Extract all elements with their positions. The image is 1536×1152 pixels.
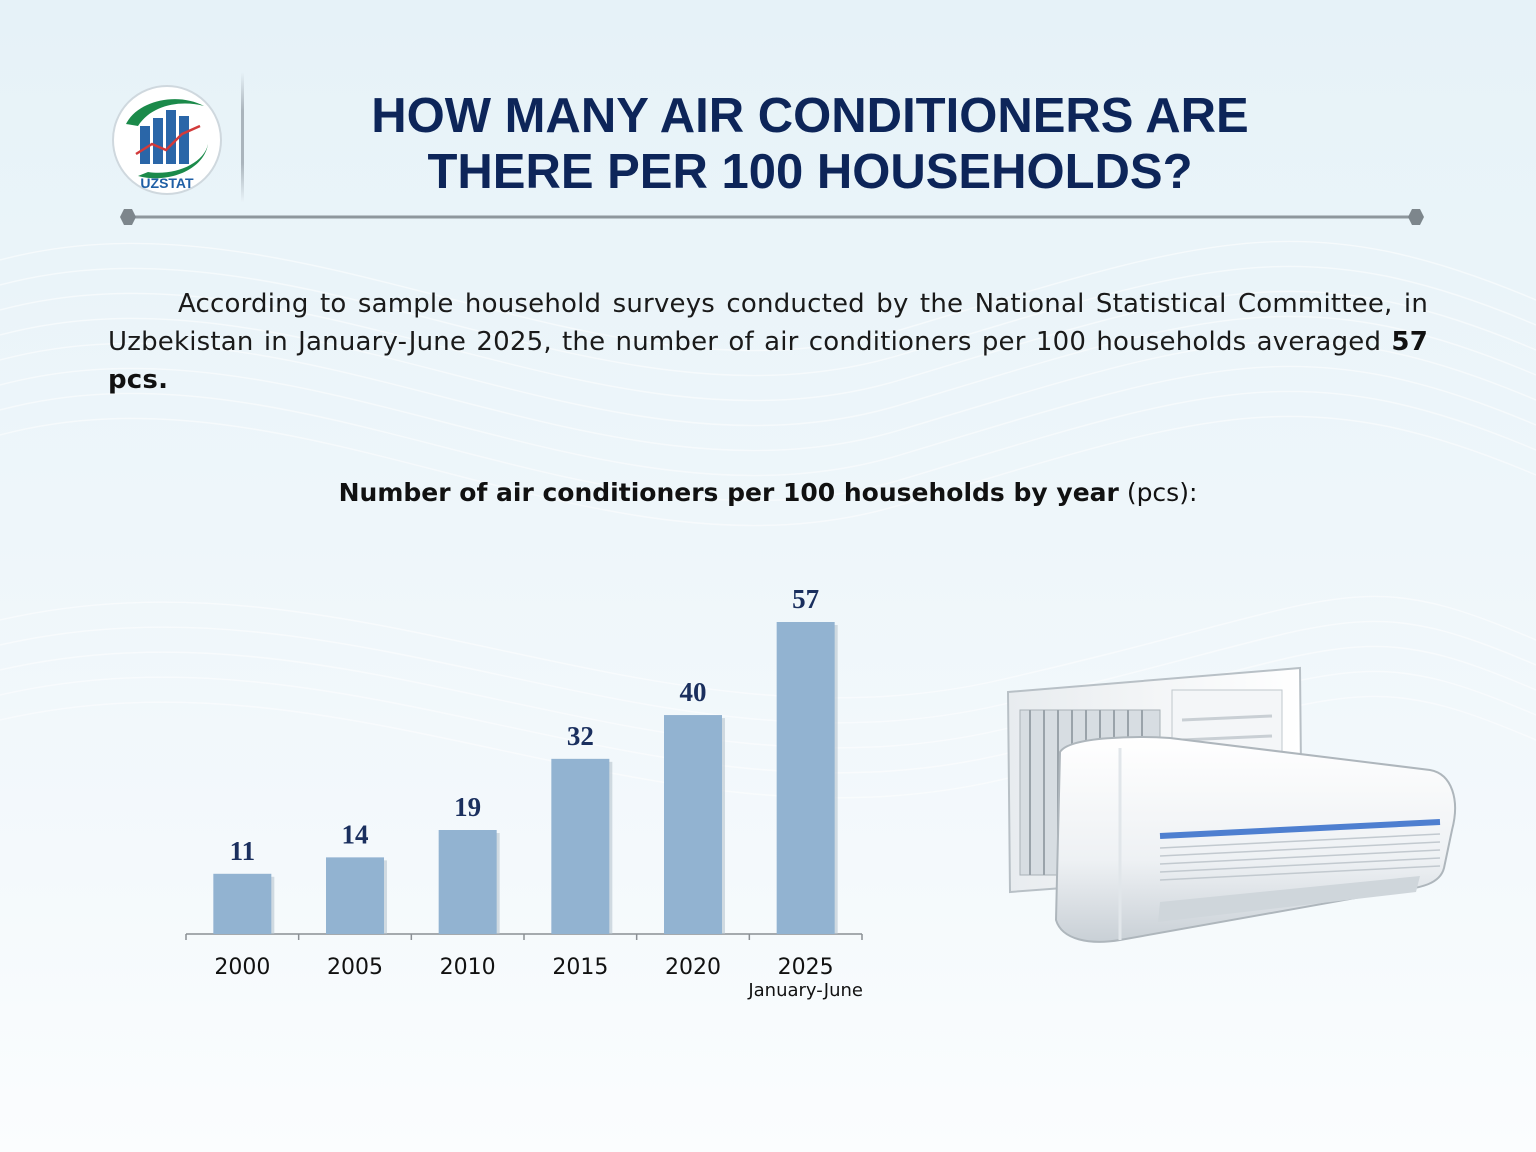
title-rule bbox=[120, 209, 1424, 225]
data-label-2005: 14 bbox=[342, 819, 369, 849]
tick-label-2025: 2025 bbox=[778, 955, 834, 980]
bar-2015 bbox=[551, 758, 610, 934]
bar-2000 bbox=[213, 873, 272, 934]
bar-2025 bbox=[776, 622, 835, 934]
tick-label-2005: 2005 bbox=[327, 955, 383, 980]
chart-title: Number of air conditioners per 100 house… bbox=[0, 478, 1536, 507]
data-label-2010: 19 bbox=[454, 792, 481, 822]
page-title: HOW MANY AIR CONDITIONERS ARE THERE PER … bbox=[300, 88, 1320, 200]
data-label-2015: 32 bbox=[567, 721, 594, 751]
uzstat-logo-icon: UZSTAT bbox=[112, 85, 222, 195]
bar-chart: 11 2000 14 2005 19 2010 32 2015 40 2020 57 2025Janu… bbox=[185, 584, 863, 1001]
bar-2020 bbox=[664, 715, 722, 934]
chart-title-unit: (pcs): bbox=[1126, 478, 1198, 507]
header-divider bbox=[241, 72, 244, 202]
intro-paragraph: According to sample household surveys co… bbox=[108, 285, 1428, 399]
title-line-1: HOW MANY AIR CONDITIONERS ARE bbox=[371, 89, 1249, 143]
tick-label-2015: 2015 bbox=[552, 955, 608, 980]
intro-text: According to sample household surveys co… bbox=[108, 289, 1428, 357]
tick-label-2020: 2020 bbox=[665, 955, 721, 980]
chart-title-main: Number of air conditioners per 100 house… bbox=[338, 478, 1119, 507]
tick-label-2000: 2000 bbox=[214, 955, 270, 980]
air-conditioner-icon bbox=[1006, 666, 1456, 943]
bar-2005 bbox=[326, 857, 384, 934]
bar-2010 bbox=[438, 830, 497, 934]
data-label-2025: 57 bbox=[792, 584, 819, 614]
data-label-2020: 40 bbox=[680, 677, 707, 707]
data-label-2000: 11 bbox=[230, 836, 256, 866]
title-line-2: THERE PER 100 HOUSEHOLDS? bbox=[427, 145, 1193, 199]
tick-sublabel-2025: January-June bbox=[747, 980, 863, 1001]
logo-text: UZSTAT bbox=[140, 175, 194, 191]
tick-label-2010: 2010 bbox=[440, 955, 496, 980]
intro-highlight: 57 pcs. bbox=[108, 327, 1428, 395]
